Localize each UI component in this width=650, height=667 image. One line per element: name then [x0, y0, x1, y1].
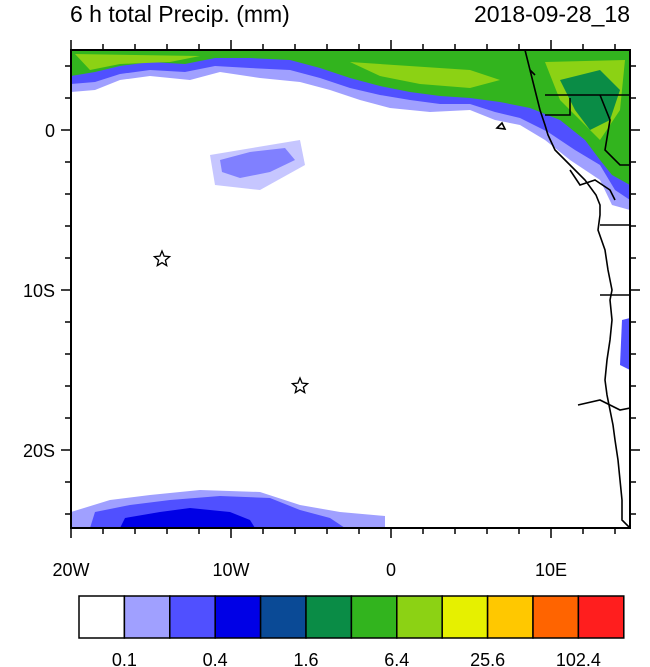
lat-label-0: 0 — [45, 121, 55, 141]
colorbar-swatch — [78, 595, 126, 639]
lon-label-0: 0 — [386, 560, 396, 580]
lat-label-20s: 20S — [23, 441, 55, 461]
colorbar-swatch — [123, 595, 171, 639]
colorbar-swatch — [305, 595, 353, 639]
precip-band-south-darkblue — [120, 508, 255, 528]
border-4 — [569, 169, 616, 201]
precip-band-north-green — [71, 50, 630, 185]
border-3 — [599, 94, 630, 166]
axis-ticks — [61, 40, 640, 538]
colorbar-label: 6.4 — [384, 650, 409, 667]
colorbar-label: 25.6 — [470, 650, 505, 667]
markers — [152, 249, 310, 394]
lon-label-10w: 10W — [212, 560, 249, 580]
colorbar-swatch — [532, 595, 580, 639]
island-2 — [529, 69, 536, 76]
lat-label-10s: 10S — [23, 281, 55, 301]
colorbar-labels: 0.1 0.4 1.6 6.4 25.6 102.4 — [112, 650, 601, 667]
border-7 — [577, 399, 630, 411]
colorbar-swatch — [396, 595, 443, 639]
coastline — [495, 50, 630, 528]
lon-label-10e: 10E — [535, 560, 567, 580]
map-title: 6 h total Precip. (mm) — [70, 1, 290, 27]
border-2 — [545, 98, 571, 116]
map-frame — [70, 49, 631, 529]
colorbar-swatch — [214, 595, 262, 639]
precip-patch-east — [620, 318, 630, 370]
colorbar-label: 1.6 — [293, 650, 318, 667]
island — [495, 121, 507, 130]
precip-field — [71, 50, 630, 528]
star-marker-1 — [152, 249, 172, 267]
colorbar-label: 0.1 — [112, 650, 137, 667]
map-timestamp: 2018-09-28_18 — [473, 1, 630, 27]
colorbar-swatch — [441, 595, 489, 639]
colorbar — [78, 595, 625, 639]
precip-patch-central-light — [210, 140, 305, 190]
star-marker-2 — [290, 376, 310, 394]
precip-band-north-yellowgreen — [75, 54, 625, 140]
colorbar-swatch — [169, 595, 216, 639]
colorbar-label: 102.4 — [556, 650, 601, 667]
lon-label-20w: 20W — [52, 560, 89, 580]
colorbar-swatch — [259, 595, 307, 639]
colorbar-swatch — [350, 595, 398, 639]
colorbar-label: 0.4 — [203, 650, 228, 667]
precip-band-north-darkgreen — [560, 70, 620, 130]
colorbar-swatch — [577, 595, 625, 639]
africa-coast — [524, 50, 630, 528]
colorbar-swatch — [486, 595, 534, 639]
